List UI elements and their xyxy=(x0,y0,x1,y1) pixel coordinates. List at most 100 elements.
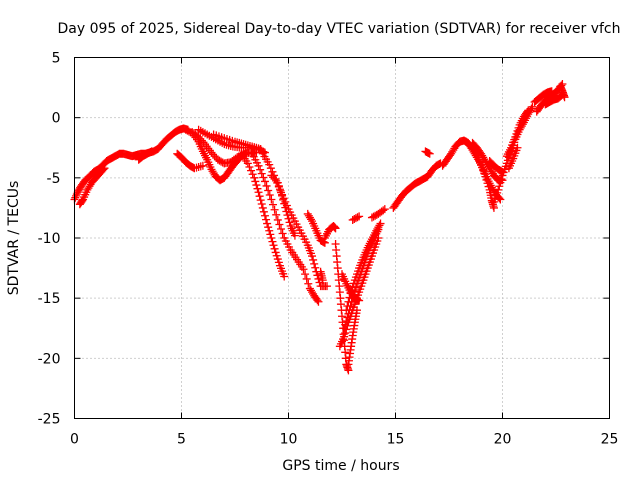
data-point-track-9 xyxy=(247,166,256,175)
data-point-track-1 xyxy=(72,191,81,200)
data-point-track-34 xyxy=(547,87,556,96)
data-point-track-22 xyxy=(353,213,362,222)
data-point-track-9 xyxy=(253,184,262,193)
data-point-track-12 xyxy=(285,218,294,227)
data-point-track-9 xyxy=(251,177,260,186)
data-point-track-10 xyxy=(270,205,279,214)
data-point-track-9 xyxy=(267,234,276,242)
data-point-track-10 xyxy=(259,173,268,182)
x-tick-labels: 0 5 10 15 20 25 xyxy=(70,432,618,448)
data-point-track-21 xyxy=(352,306,361,315)
data-point-track-11 xyxy=(265,160,274,169)
data-point-track-9 xyxy=(256,196,265,205)
data-point-track-9 xyxy=(266,230,275,239)
data-point-track-30 xyxy=(496,178,505,187)
data-point-track-11 xyxy=(323,282,332,291)
data-point-track-10 xyxy=(301,270,310,279)
y-tick-label: -15 xyxy=(38,291,61,307)
data-point-track-30 xyxy=(494,185,503,194)
data-point-track-23 xyxy=(379,206,388,215)
data-point-track-18 xyxy=(340,332,349,341)
data-point-track-18 xyxy=(341,329,350,338)
data-point-track-9 xyxy=(263,219,272,228)
data-point-track-36 xyxy=(560,93,569,102)
data-point-track-22 xyxy=(355,212,364,221)
data-point-track-20 xyxy=(376,219,385,228)
data-point-track-10 xyxy=(267,195,276,204)
data-point-track-9 xyxy=(254,188,263,197)
data-point-track-12 xyxy=(278,191,287,200)
data-point-track-12 xyxy=(281,203,290,212)
data-point-track-10 xyxy=(254,161,263,170)
data-point-track-1 xyxy=(71,193,80,202)
data-point-track-9 xyxy=(255,192,264,201)
data-point-track-10 xyxy=(278,229,287,238)
x-tick-label: 25 xyxy=(601,432,619,448)
data-point-track-9 xyxy=(260,211,269,220)
x-tick-label: 15 xyxy=(387,432,405,448)
data-point-track-10 xyxy=(262,181,271,190)
data-point-track-9 xyxy=(245,163,254,172)
y-tick-labels: -25 -20 -15 -10 -5 0 5 xyxy=(38,51,61,428)
data-point-track-30 xyxy=(495,182,504,191)
data-point-track-10 xyxy=(304,279,313,288)
data-point-track-12 xyxy=(283,211,292,220)
data-point-track-10 xyxy=(273,215,282,224)
data-point-track-9 xyxy=(268,237,277,246)
data-point-track-9 xyxy=(265,226,274,235)
data-point-track-25 xyxy=(425,149,434,158)
data-point-track-9 xyxy=(250,173,259,182)
data-point-track-2 xyxy=(100,164,109,173)
data-point-track-9 xyxy=(264,223,273,232)
data-point-track-30 xyxy=(528,102,537,111)
data-point-track-19 xyxy=(341,320,350,329)
data-points xyxy=(70,79,569,375)
data-point-track-14 xyxy=(331,224,340,233)
data-point-track-8 xyxy=(256,144,265,153)
y-tick-label: -20 xyxy=(38,351,61,367)
data-point-track-20 xyxy=(375,221,384,230)
y-tick-label: 0 xyxy=(52,111,61,127)
y-axis-title: SDTVAR / TECUs xyxy=(6,181,22,296)
data-point-track-11 xyxy=(309,255,318,264)
data-point-track-19 xyxy=(342,317,351,326)
data-point-track-15 xyxy=(318,276,327,285)
x-tick-label: 0 xyxy=(70,432,79,448)
y-tick-label: -25 xyxy=(38,412,61,428)
data-point-track-12 xyxy=(282,207,291,216)
data-point-track-11 xyxy=(308,252,317,261)
data-point-track-23 xyxy=(380,205,389,214)
data-point-track-9 xyxy=(257,200,266,209)
data-point-track-32 xyxy=(513,143,522,152)
data-point-track-10 xyxy=(256,165,265,174)
data-point-track-20 xyxy=(345,293,354,302)
data-point-track-12 xyxy=(272,176,281,185)
data-point-track-10 xyxy=(314,297,323,306)
data-point-track-31 xyxy=(524,106,533,115)
grid-lines xyxy=(74,57,610,419)
data-point-track-9 xyxy=(248,170,257,179)
x-axis-title: GPS time / hours xyxy=(282,458,399,474)
y-tick-label: -5 xyxy=(47,171,61,187)
data-point-track-10 xyxy=(277,224,286,233)
data-point-track-11 xyxy=(310,259,319,268)
data-point-track-19 xyxy=(343,313,352,322)
data-point-track-9 xyxy=(262,215,271,224)
x-tick-label: 10 xyxy=(280,432,298,448)
data-point-track-10 xyxy=(272,210,281,219)
data-point-track-12 xyxy=(280,199,289,208)
data-point-track-9 xyxy=(269,241,278,250)
data-point-track-10 xyxy=(260,177,269,186)
data-point-track-11 xyxy=(266,164,275,173)
x-tick-label: 20 xyxy=(494,432,512,448)
y-tick-label: 5 xyxy=(52,51,61,67)
data-point-track-10 xyxy=(264,186,273,195)
data-point-track-9 xyxy=(270,244,279,253)
data-point-track-31 xyxy=(523,107,532,116)
data-point-track-20 xyxy=(344,297,353,306)
data-point-track-9 xyxy=(243,159,252,168)
data-point-track-19 xyxy=(340,324,349,333)
data-point-track-30 xyxy=(497,175,506,184)
data-point-track-9 xyxy=(252,181,261,190)
